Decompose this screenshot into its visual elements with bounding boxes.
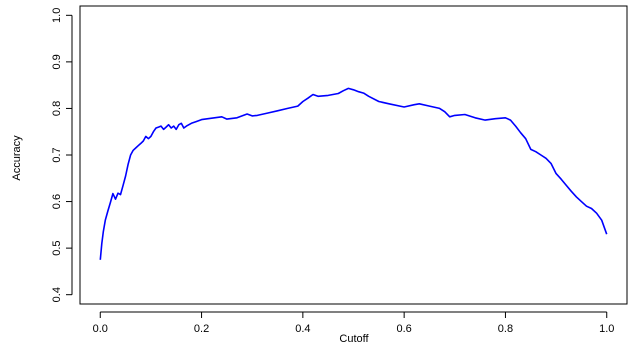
y-axis-title: Accuracy [11, 135, 23, 181]
x-tick-label: 0.6 [396, 323, 411, 335]
y-tick-label: 0.6 [51, 194, 63, 209]
y-tick-label: 0.4 [51, 287, 63, 302]
y-tick-label: 0.7 [51, 147, 63, 162]
x-axis-title: Cutoff [339, 333, 369, 345]
x-tick-label: 1.0 [599, 323, 614, 335]
y-axis: 0.4 0.5 0.6 0.7 0.8 0.9 1.0 [51, 8, 73, 302]
x-tick-label: 0.4 [295, 323, 310, 335]
y-tick-label: 0.9 [51, 54, 63, 69]
x-axis: 0.0 0.2 0.4 0.6 0.8 1.0 [93, 311, 614, 335]
series-layer [99, 87, 608, 260]
y-tick-label: 1.0 [51, 8, 63, 23]
x-tick-label: 0.0 [93, 323, 108, 335]
x-tick-label: 0.2 [194, 323, 209, 335]
y-tick-label: 0.8 [51, 101, 63, 116]
x-tick-label: 0.8 [498, 323, 513, 335]
plot-frame [79, 5, 628, 305]
accuracy-line [99, 87, 608, 260]
y-tick-label: 0.5 [51, 240, 63, 255]
